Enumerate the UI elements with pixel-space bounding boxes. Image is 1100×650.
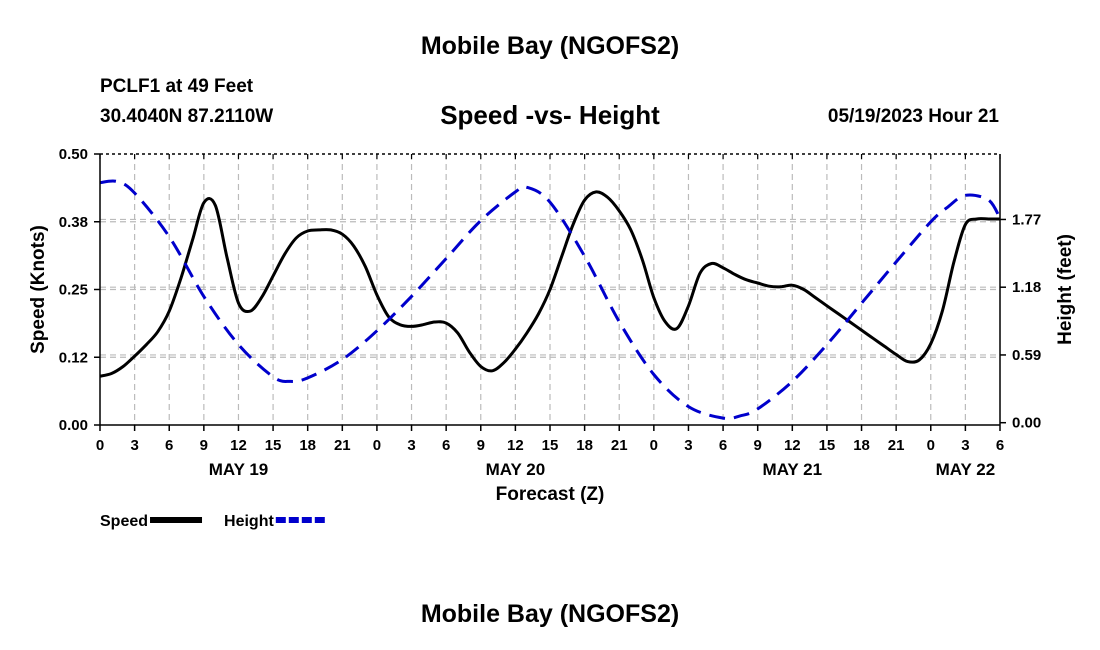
x-axis-title: Forecast (Z) [496, 484, 605, 505]
x-tick-label: 9 [754, 437, 762, 454]
x-tick-label: 15 [542, 437, 559, 454]
y2-tick-label: 0.00 [1012, 415, 1041, 432]
x-tick-label: 3 [684, 437, 692, 454]
y2-tick-label: 0.59 [1012, 347, 1041, 364]
x-tick-label: 3 [407, 437, 415, 454]
chart-subtitle: Speed -vs- Height [440, 100, 660, 130]
day-label: MAY 22 [936, 460, 996, 479]
y2-tick-label: 1.77 [1012, 211, 1041, 228]
x-tick-label: 6 [996, 437, 1004, 454]
y2-tick-label: 1.18 [1012, 279, 1041, 296]
chart-legend: Speed Height [100, 513, 328, 530]
x-tick-label: 0 [96, 437, 104, 454]
x-tick-label: 15 [819, 437, 836, 454]
x-tick-label: 18 [576, 437, 593, 454]
x-tick-label: 9 [477, 437, 485, 454]
x-tick-label: 0 [650, 437, 658, 454]
chart-series [99, 179, 1002, 421]
day-label: MAY 19 [209, 460, 269, 479]
chart-labels: 0 3 6 9 12 15 18 21 0 3 6 9 12 15 18 21 0 3 6 9 12 15 18 21 0 3 60… [28, 146, 1076, 505]
x-tick-label: 18 [299, 437, 316, 454]
chart-grid [100, 154, 1000, 425]
y-axis-title: Speed (Knots) [28, 225, 49, 354]
station-coordinates: 30.4040N 87.2110W [100, 106, 274, 127]
y-tick-label: 0.38 [59, 214, 88, 231]
y-tick-label: 0.12 [59, 349, 88, 366]
speed-series-line [99, 190, 1000, 378]
day-label: MAY 20 [486, 460, 546, 479]
y2-axis-title: Height (feet) [1055, 234, 1076, 345]
x-tick-label: 21 [611, 437, 628, 454]
x-tick-label: 6 [719, 437, 727, 454]
x-tick-label: 12 [507, 437, 524, 454]
x-tick-label: 12 [784, 437, 801, 454]
x-tick-label: 12 [230, 437, 247, 454]
y-tick-label: 0.00 [59, 417, 88, 434]
x-tick-label: 0 [373, 437, 381, 454]
x-tick-label: 6 [165, 437, 173, 454]
x-tick-label: 0 [927, 437, 935, 454]
bottom-title: Mobile Bay (NGOFS2) [420, 600, 680, 628]
chart-axes [94, 153, 1006, 431]
legend-label-height: Height [224, 513, 274, 530]
x-tick-label: 6 [442, 437, 450, 454]
x-tick-label: 3 [130, 437, 138, 454]
day-label: MAY 21 [763, 460, 823, 479]
x-tick-label: 21 [334, 437, 351, 454]
y-tick-label: 0.50 [59, 146, 88, 163]
height-series-line [99, 179, 1002, 421]
station-label: PCLF1 at 49 Feet [100, 76, 254, 97]
legend-label-speed: Speed [100, 513, 148, 530]
main-title: Mobile Bay (NGOFS2) [420, 32, 680, 60]
y-tick-label: 0.25 [59, 282, 88, 299]
x-tick-label: 9 [200, 437, 208, 454]
x-tick-label: 15 [265, 437, 282, 454]
forecast-datetime: 05/19/2023 Hour 21 [827, 106, 999, 127]
x-tick-label: 3 [961, 437, 969, 454]
x-tick-label: 21 [888, 437, 905, 454]
x-tick-label: 18 [853, 437, 870, 454]
